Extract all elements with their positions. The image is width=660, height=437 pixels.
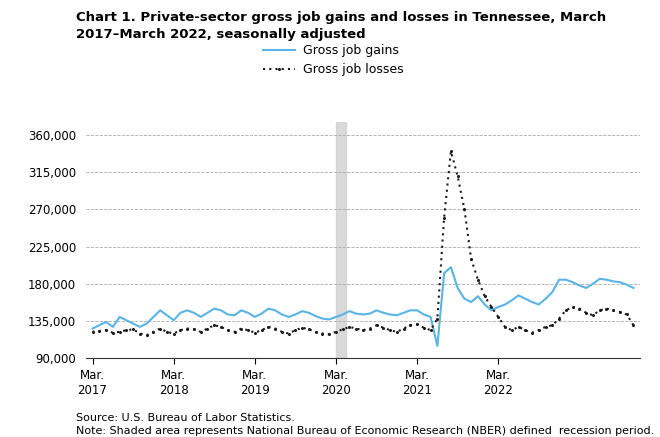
Text: Chart 1. Private-sector gross job gains and losses in Tennessee, March: Chart 1. Private-sector gross job gains …	[76, 11, 606, 24]
Gross job gains	[542, 296, 550, 302]
Text: 2017–March 2022, seasonally adjusted: 2017–March 2022, seasonally adjusted	[76, 28, 366, 42]
Gross job losses	[143, 333, 150, 338]
Gross job gains	[386, 312, 394, 317]
Gross job gains	[589, 281, 597, 286]
Line: Gross job losses: Gross job losses	[91, 150, 635, 336]
Gross job losses	[589, 312, 597, 318]
Gross job losses	[434, 316, 442, 321]
Gross job losses	[542, 324, 550, 329]
Gross job gains	[447, 265, 455, 270]
Gross job losses	[501, 324, 509, 329]
Text: Source: U.S. Bureau of Labor Statistics.: Source: U.S. Bureau of Labor Statistics.	[76, 413, 295, 423]
Gross job gains	[630, 285, 638, 291]
Gross job gains	[569, 280, 577, 285]
Gross job gains	[88, 326, 96, 331]
Gross job losses	[569, 305, 577, 310]
Line: Gross job gains: Gross job gains	[92, 267, 634, 346]
Gross job losses	[393, 329, 401, 334]
Text: Note: Shaded area represents National Bureau of Economic Research (NBER) defined: Note: Shaded area represents National Bu…	[76, 426, 654, 436]
Gross job gains	[434, 343, 442, 349]
Bar	[336, 122, 346, 358]
Gross job gains	[426, 314, 434, 319]
Gross job gains	[501, 302, 509, 307]
Gross job losses	[447, 149, 455, 154]
Gross job losses	[88, 329, 96, 334]
Legend: Gross job gains, Gross job losses: Gross job gains, Gross job losses	[258, 39, 409, 81]
Gross job losses	[630, 323, 638, 328]
